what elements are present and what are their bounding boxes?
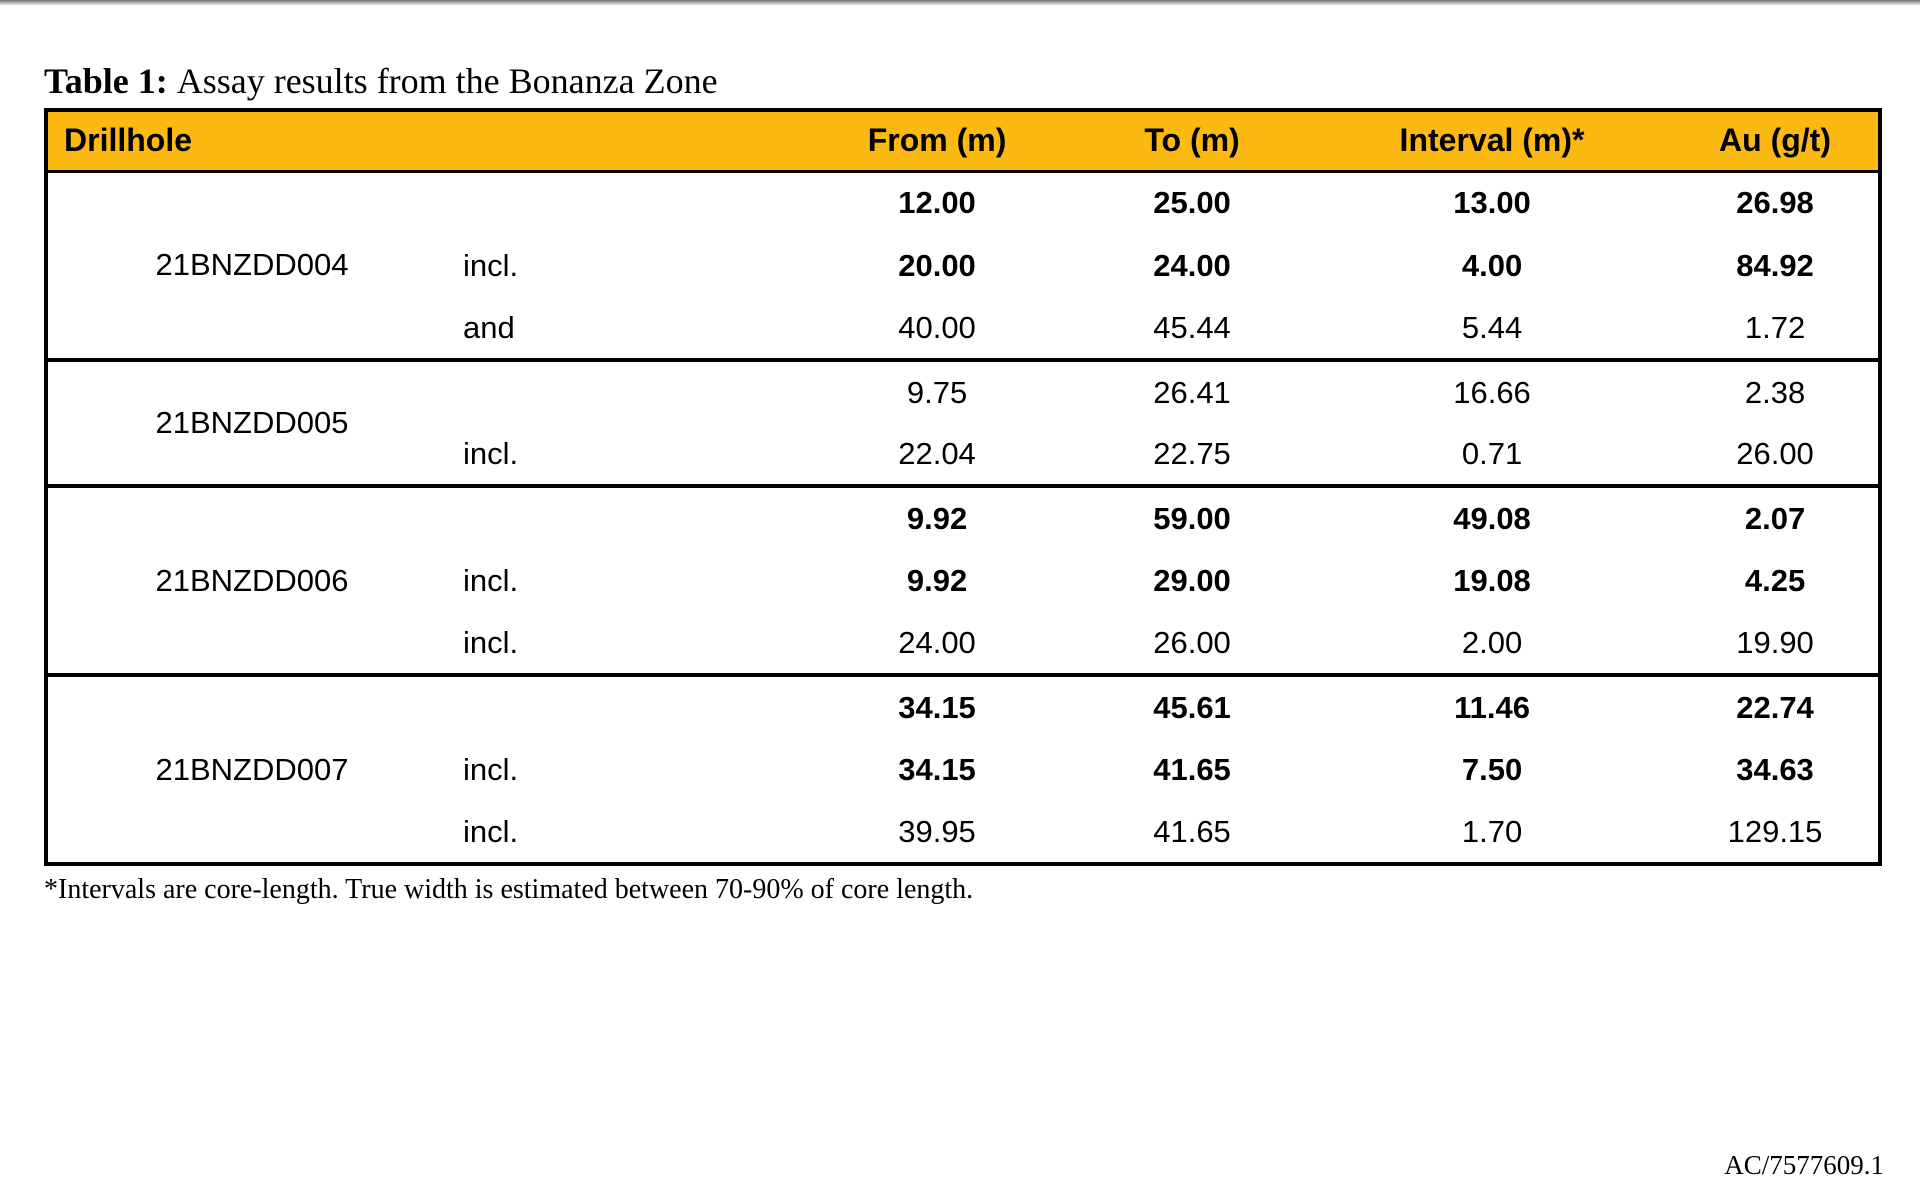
cell-to: 26.00	[1072, 612, 1313, 677]
cell-interval: 16.66	[1312, 360, 1673, 423]
cell-qualifier: incl.	[456, 423, 803, 488]
cell-qualifier	[456, 675, 803, 738]
cell-to: 22.75	[1072, 423, 1313, 488]
cell-to: 26.41	[1072, 360, 1313, 423]
table-row: 21BNZDD007 34.15 45.61 11.46 22.74	[46, 675, 1881, 866]
cell-interval: 5.44	[1312, 297, 1673, 362]
cell-interval: 2.00	[1312, 612, 1673, 677]
cell-drillhole: 21BNZDD006	[46, 486, 456, 677]
cell-au: 84.92	[1672, 234, 1881, 297]
cell-to: 41.65	[1072, 801, 1313, 866]
cell-from: 20.00	[802, 234, 1073, 297]
cell-au: 1.72	[1672, 297, 1881, 362]
column-header-au: Au (g/t)	[1672, 110, 1881, 173]
table-row: incl. 20.00 24.00 4.00 84.92	[46, 234, 1881, 297]
cell-from: 34.15	[802, 675, 1073, 738]
cell-au: 19.90	[1672, 612, 1881, 677]
table-caption-label: Table 1:	[44, 61, 168, 101]
column-header-drillhole: Drillhole	[46, 110, 803, 173]
cell-from: 22.04	[802, 423, 1073, 488]
table-caption-text: Assay results from the Bonanza Zone	[176, 61, 718, 101]
table-footnote: *Intervals are core-length. True width i…	[44, 874, 974, 905]
cell-qualifier: incl.	[456, 801, 803, 866]
column-header-from: From (m)	[802, 110, 1073, 173]
cell-interval: 4.00	[1312, 234, 1673, 297]
cell-au: 26.98	[1672, 171, 1881, 234]
cell-interval: 7.50	[1312, 738, 1673, 801]
page-top-edge	[0, 0, 1920, 5]
cell-from: 39.95	[802, 801, 1073, 866]
cell-qualifier	[456, 360, 803, 423]
cell-qualifier: incl.	[456, 549, 803, 612]
cell-from: 40.00	[802, 297, 1073, 362]
cell-to: 25.00	[1072, 171, 1313, 234]
cell-au: 129.15	[1672, 801, 1881, 866]
table-row: incl. 39.95 41.65 1.70 129.15	[46, 801, 1881, 866]
cell-interval: 49.08	[1312, 486, 1673, 549]
cell-to: 24.00	[1072, 234, 1313, 297]
cell-from: 9.75	[802, 360, 1073, 423]
assay-results-table: Drillhole From (m) To (m) Interval (m)* …	[44, 108, 1883, 866]
cell-to: 41.65	[1072, 738, 1313, 801]
table-row: 21BNZDD005 9.75 26.41 16.66 2.38	[46, 360, 1881, 488]
cell-qualifier: incl.	[456, 738, 803, 801]
cell-from: 24.00	[802, 612, 1073, 677]
table-row: incl. 34.15 41.65 7.50 34.63	[46, 738, 1881, 801]
table-header-row: Drillhole From (m) To (m) Interval (m)* …	[46, 110, 1881, 173]
cell-qualifier: and	[456, 297, 803, 362]
column-header-interval: Interval (m)*	[1312, 110, 1673, 173]
cell-from: 12.00	[802, 171, 1073, 234]
cell-au: 2.07	[1672, 486, 1881, 549]
cell-from: 9.92	[802, 549, 1073, 612]
cell-to: 29.00	[1072, 549, 1313, 612]
cell-qualifier	[456, 171, 803, 234]
table-row: incl. 24.00 26.00 2.00 19.90	[46, 612, 1881, 677]
cell-qualifier: incl.	[456, 234, 803, 297]
cell-drillhole: 21BNZDD007	[46, 675, 456, 866]
cell-interval: 19.08	[1312, 549, 1673, 612]
cell-au: 26.00	[1672, 423, 1881, 488]
cell-to: 45.44	[1072, 297, 1313, 362]
table-row: incl. 9.92 29.00 19.08 4.25	[46, 549, 1881, 612]
cell-au: 4.25	[1672, 549, 1881, 612]
table-row: 21BNZDD006 9.92 59.00 49.08 2.07	[46, 486, 1881, 677]
cell-to: 45.61	[1072, 675, 1313, 738]
cell-drillhole: 21BNZDD005	[46, 360, 456, 488]
table-caption: Table 1: Assay results from the Bonanza Z…	[44, 58, 718, 104]
cell-au: 34.63	[1672, 738, 1881, 801]
cell-au: 22.74	[1672, 675, 1881, 738]
cell-au: 2.38	[1672, 360, 1881, 423]
cell-qualifier	[456, 486, 803, 549]
cell-drillhole: 21BNZDD004	[46, 171, 456, 362]
cell-from: 9.92	[802, 486, 1073, 549]
cell-interval: 1.70	[1312, 801, 1673, 866]
cell-to: 59.00	[1072, 486, 1313, 549]
cell-qualifier: incl.	[456, 612, 803, 677]
cell-interval: 13.00	[1312, 171, 1673, 234]
column-header-to: To (m)	[1072, 110, 1313, 173]
table-row: and 40.00 45.44 5.44 1.72	[46, 297, 1881, 362]
cell-interval: 11.46	[1312, 675, 1673, 738]
table-row: incl. 22.04 22.75 0.71 26.00	[46, 423, 1881, 488]
cell-interval: 0.71	[1312, 423, 1673, 488]
cell-from: 34.15	[802, 738, 1073, 801]
document-reference: AC/7577609.1	[1724, 1150, 1884, 1180]
table-row: 21BNZDD004 12.00 25.00 13.00 26.98	[46, 171, 1881, 362]
